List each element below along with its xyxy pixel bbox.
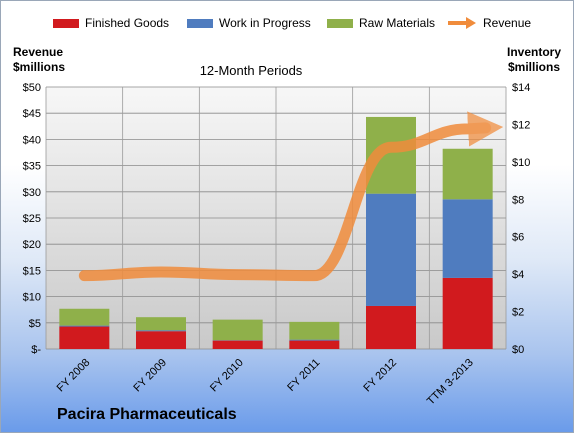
legend-wip: Work in Progress [187, 15, 311, 31]
left-tick-label: $35 [23, 161, 41, 173]
category-label: FY 2011 [285, 357, 322, 394]
left-tick-label: $15 [23, 265, 41, 277]
revenue-line [78, 111, 504, 282]
legend-revenue-label: Revenue [483, 16, 532, 30]
bar-raw-materials [59, 308, 110, 326]
legend-finished-goods-label: Finished Goods [85, 16, 170, 30]
bar-work-in-progress [442, 199, 493, 278]
left-tick-label: $- [31, 344, 41, 356]
legend-wip-label: Work in Progress [219, 16, 311, 30]
legend-revenue: Revenue [447, 15, 531, 31]
right-axis-title: Inventory $millions [507, 45, 561, 75]
bar-finished-goods [136, 331, 186, 349]
bar-finished-goods [442, 277, 493, 349]
legend-raw: Raw Materials [327, 15, 435, 31]
period-label: 12-Month Periods [199, 63, 303, 78]
left-axis-title-line2: $millions [13, 60, 66, 74]
right-tick-label: $0 [512, 344, 524, 356]
left-tick-label: $10 [23, 292, 41, 304]
right-axis-title-line1: Inventory [506, 45, 561, 59]
bar-work-in-progress [366, 193, 416, 306]
right-tick-label: $14 [512, 82, 530, 94]
bar-finished-goods [212, 340, 263, 349]
right-tick-label: $10 [512, 157, 530, 169]
wip-swatch [187, 18, 213, 28]
bar-finished-goods [59, 326, 110, 349]
left-tick-label: $20 [23, 239, 41, 251]
right-tick-label: $6 [512, 232, 524, 244]
bar-raw-materials [442, 148, 493, 200]
bar-work-in-progress [59, 325, 110, 327]
bars-group [59, 116, 493, 349]
left-axis-title-line1: Revenue [13, 45, 64, 59]
right-tick-label: $8 [512, 194, 524, 206]
left-tick-label: $45 [23, 108, 41, 120]
left-axis-title: Revenue $millions [13, 45, 65, 75]
bar-raw-materials [136, 317, 186, 331]
left-tick-label: $5 [29, 318, 41, 330]
left-tick-label: $50 [23, 82, 41, 94]
right-axis-title-line2: $millions [507, 60, 560, 74]
right-tick-label: $2 [512, 307, 524, 319]
category-label: FY 2012 [361, 357, 399, 395]
right-tick-label: $12 [512, 119, 530, 131]
bar-finished-goods [289, 340, 340, 349]
right-tick-label: $4 [512, 269, 524, 281]
bar-finished-goods [366, 305, 416, 349]
company-name: Pacira Pharmaceuticals [57, 406, 237, 423]
left-tick-label: $30 [23, 187, 41, 199]
legend-raw-label: Raw Materials [359, 16, 436, 30]
bar-work-in-progress [289, 339, 340, 341]
finished-goods-swatch [53, 18, 79, 28]
category-label: FY 2009 [131, 357, 169, 395]
revenue-arrow-icon [448, 17, 476, 29]
category-label: TTM 3-2013 [425, 357, 476, 408]
bar-raw-materials [212, 319, 263, 341]
category-label: FY 2008 [55, 357, 93, 395]
left-tick-label: $40 [23, 134, 41, 146]
bar-work-in-progress [136, 330, 186, 332]
gridlines [45, 86, 507, 350]
raw-swatch [327, 18, 353, 28]
left-tick-label: $25 [23, 213, 41, 225]
category-label: FY 2010 [208, 357, 246, 395]
revenue-line-group [78, 111, 504, 282]
bar-raw-materials [289, 321, 340, 340]
legend-finished-goods: Finished Goods [53, 15, 169, 31]
